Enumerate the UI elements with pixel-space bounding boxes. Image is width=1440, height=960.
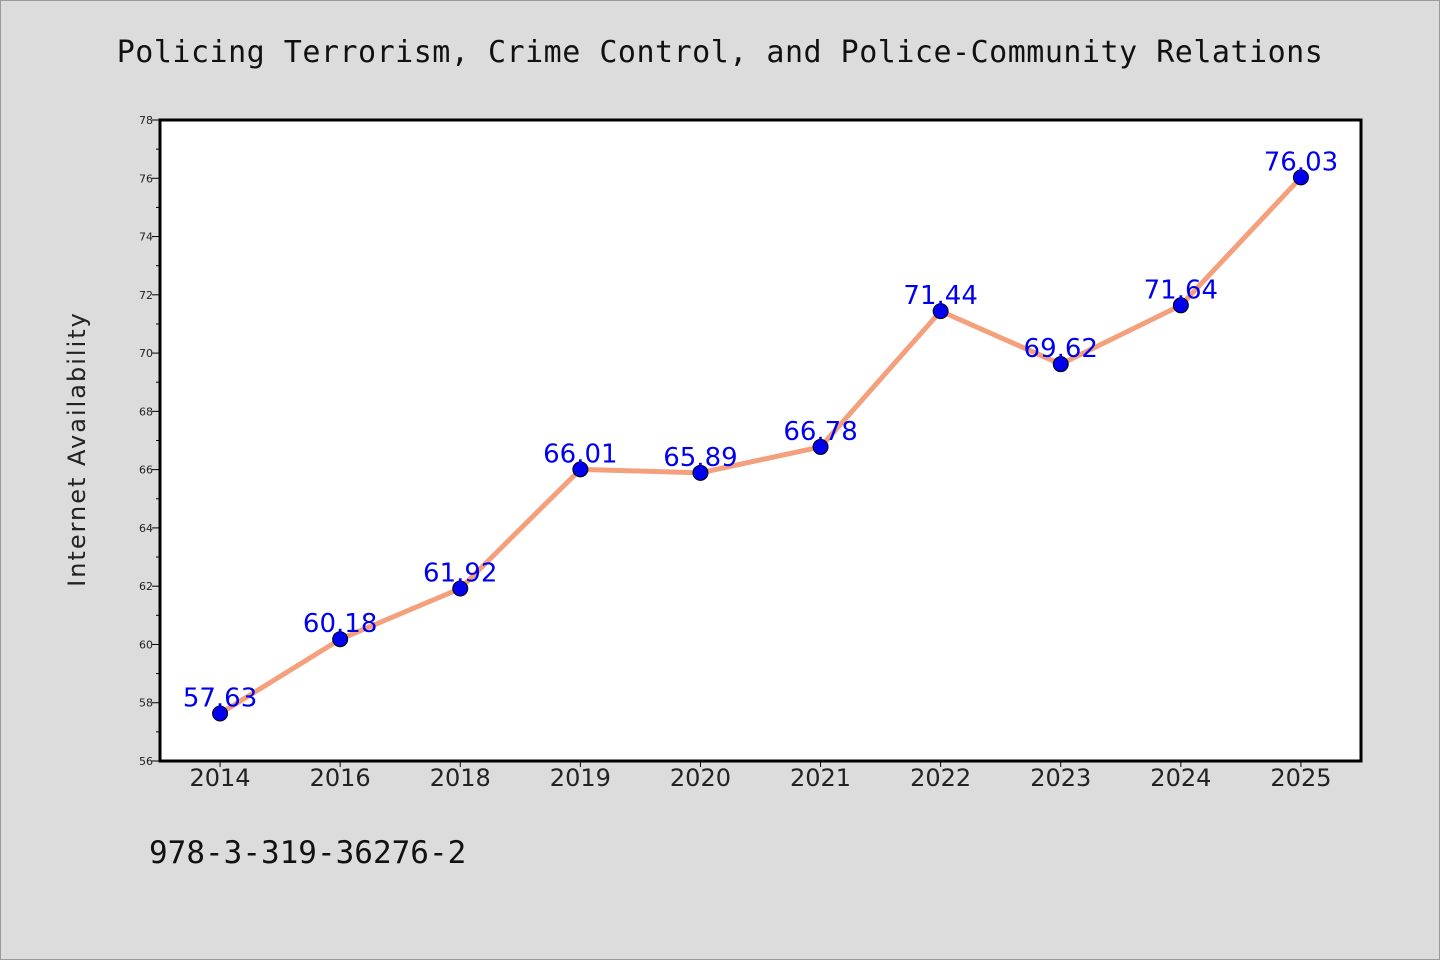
data-label: 69.62: [1024, 334, 1098, 364]
y-tick-label: 64: [139, 522, 153, 535]
data-point: [1052, 356, 1069, 373]
x-tick-label: 2016: [310, 764, 371, 792]
plot-background: [160, 120, 1361, 761]
data-label: 71.44: [903, 281, 977, 311]
data-point: [212, 705, 229, 722]
x-tick-label: 2021: [790, 764, 851, 792]
y-tick-label: 74: [139, 231, 153, 244]
x-tick-label: 2025: [1270, 764, 1331, 792]
y-tick-label: 78: [139, 114, 153, 127]
x-tick-label: 2020: [670, 764, 731, 792]
data-point: [932, 303, 949, 320]
y-tick-label: 72: [139, 289, 153, 302]
data-point: [332, 631, 349, 648]
x-tick-label: 2018: [430, 764, 491, 792]
data-point: [572, 461, 589, 478]
y-tick-label: 70: [139, 347, 153, 360]
x-tick-label: 2023: [1030, 764, 1091, 792]
y-tick-label: 62: [139, 580, 153, 593]
data-label: 65.89: [663, 443, 737, 473]
data-point: [1292, 169, 1309, 186]
y-tick-label: 60: [139, 638, 153, 651]
y-tick-label: 76: [139, 172, 153, 185]
data-label: 61.92: [423, 559, 497, 589]
y-tick-label: 68: [139, 405, 153, 418]
data-point: [692, 464, 709, 481]
y-tick-label: 56: [139, 755, 153, 768]
y-tick-label: 66: [139, 464, 153, 477]
x-tick-label: 2024: [1150, 764, 1211, 792]
data-label: 66.01: [543, 439, 617, 469]
x-tick-label: 2014: [190, 764, 251, 792]
data-label: 76.03: [1264, 147, 1338, 177]
data-label: 71.64: [1144, 275, 1218, 305]
data-label: 66.78: [783, 417, 857, 447]
data-point: [812, 438, 829, 455]
x-tick-label: 2019: [550, 764, 611, 792]
x-tick-label: 2022: [910, 764, 971, 792]
y-tick-label: 58: [139, 697, 153, 710]
data-point: [452, 580, 469, 597]
isbn-footnote: 978-3-319-36276-2: [149, 835, 467, 871]
data-label: 57.63: [183, 684, 257, 714]
series-line: [217, 174, 1304, 717]
data-label: 60.18: [303, 609, 377, 639]
data-point: [1172, 297, 1189, 314]
chart-title: Policing Terrorism, Crime Control, and P…: [116, 35, 1324, 70]
